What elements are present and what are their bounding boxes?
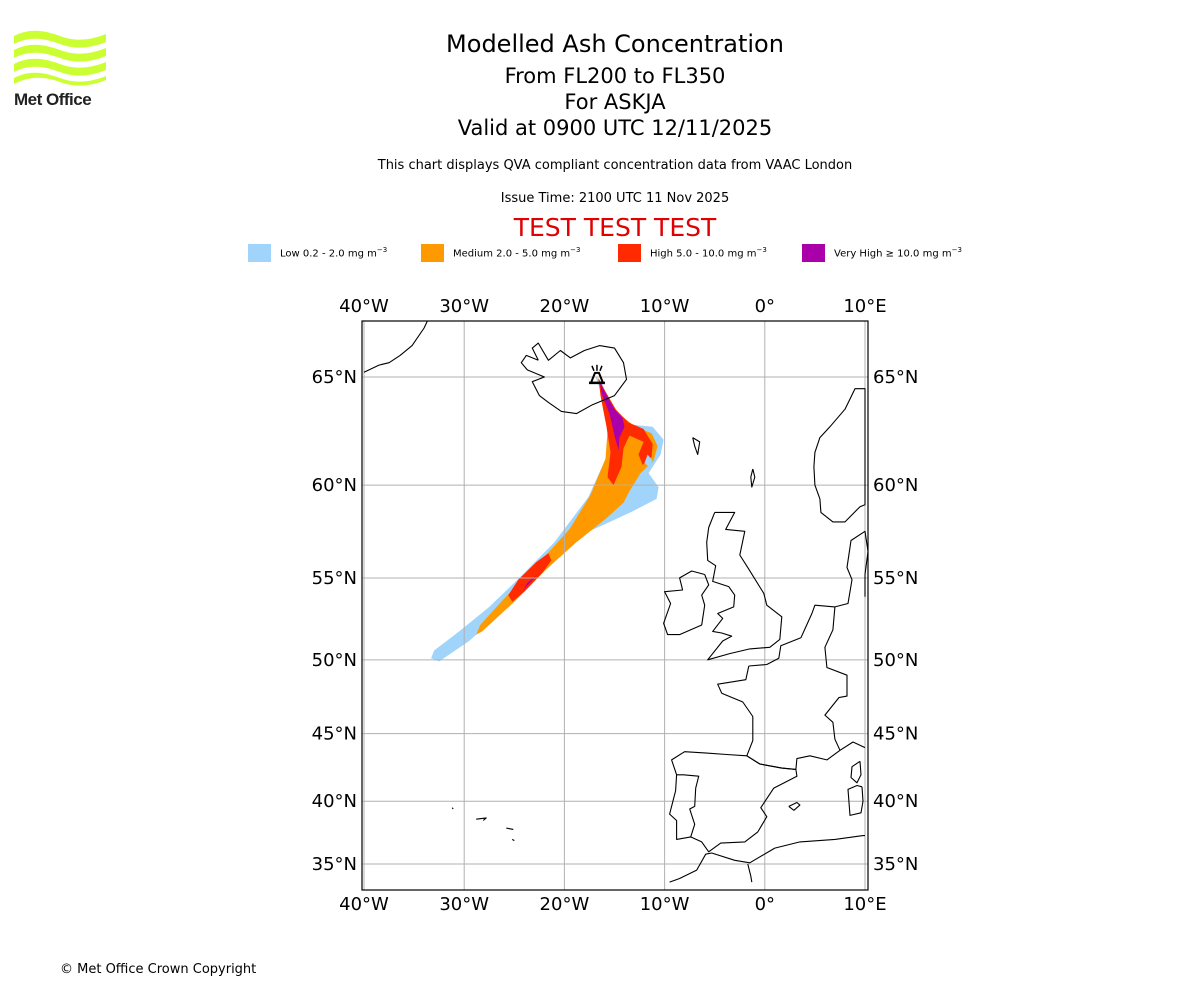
coastline-italy-alps [839,741,866,751]
chart-title: Modelled Ash Concentration [446,30,784,58]
left-lat-label: 65°N [312,367,357,388]
coastline-iceland [520,342,628,415]
legend-swatch-medium [421,244,444,262]
legend-swatch-very-high [802,244,825,262]
left-lat-label: 45°N [312,724,357,745]
coastline-greenland-tip [363,321,428,373]
legend-label-low: Low 0.2 - 2.0 mg m [280,248,377,260]
left-lat-label: 40°N [312,791,357,812]
left-lat-label: 50°N [312,650,357,671]
coastline-morocco-algeria-border [747,863,753,883]
right-lat-label: 35°N [873,854,918,875]
right-lat-label: 60°N [873,475,918,496]
right-lat-label: 65°N [873,367,918,388]
top-lon-label: 30°W [439,296,489,317]
coastline-iberia [669,751,798,853]
coastline-azores-b [476,817,487,821]
legend-label-high: High 5.0 - 10.0 mg m [650,248,757,260]
legend-item-very-high: Very High ≥ 10.0 mg m−3 [802,244,962,262]
met-office-logo-text: Met Office [14,90,92,109]
coastline-layer [363,321,868,883]
coastline-norway [813,388,866,523]
legend-item-high: High 5.0 - 10.0 mg m−3 [618,244,767,262]
met-office-logo-icon [14,30,106,86]
top-lon-label: 10°E [843,296,886,317]
right-lat-label: 45°N [873,724,918,745]
top-lon-label: 20°W [540,296,590,317]
ash-plume-layer [431,377,664,662]
volcano-eruption-mark [599,365,603,372]
bottom-lon-label: 40°W [339,894,389,915]
bottom-lon-label: 10°E [843,894,886,915]
copyright-notice: © Met Office Crown Copyright [60,962,257,977]
legend-item-medium: Medium 2.0 - 5.0 mg m−3 [421,244,580,262]
legend-label-very-high: Very High ≥ 10.0 mg m [834,248,952,260]
coastline-faroes [692,437,701,456]
coastline-azores-d [512,838,515,842]
left-lat-label: 60°N [312,475,357,496]
coastline-azores-c [506,827,514,830]
bottom-lon-label: 30°W [439,894,489,915]
coastline-sardinia [847,784,864,816]
coastline-north-africa [669,835,865,883]
coastline-france-benelux [717,604,848,770]
coastline-balearics [788,801,801,811]
coastline-ireland [663,570,710,636]
right-lat-label: 50°N [873,650,918,671]
coastline-shetland [750,468,756,488]
volcano-icon [588,364,605,385]
right-lat-label: 55°N [873,568,918,589]
flight-level-range: From FL200 to FL350 [504,64,726,88]
volcano-cone [589,371,605,384]
chart-description: This chart displays QVA compliant concen… [377,158,853,173]
volcano-name: For ASKJA [564,90,666,114]
bottom-lon-label: 20°W [540,894,590,915]
valid-time: Valid at 0900 UTC 12/11/2025 [457,116,773,140]
coastline-azores-a [451,807,454,810]
plume-low-pocket [644,454,653,467]
legend-swatch-low [248,244,271,262]
legend-item-low: Low 0.2 - 2.0 mg m−3 [248,244,387,262]
map-frame [361,320,869,891]
right-lat-label: 40°N [873,791,918,812]
left-lat-label: 35°N [312,854,357,875]
coastline-germany-denmark [834,530,868,608]
issue-time: Issue Time: 2100 UTC 11 Nov 2025 [500,191,730,206]
top-lon-label: 0° [755,296,775,317]
plume-low-area [431,377,664,662]
coastline-britain [706,511,783,661]
bottom-lon-label: 10°W [640,894,690,915]
top-lon-label: 10°W [640,296,690,317]
test-banner: TEST TEST TEST [513,213,717,242]
volcano-eruption-mark [591,365,595,372]
plume-very-high-area [599,379,625,451]
coastline-portugal-border [676,774,700,838]
legend-swatch-high [618,244,641,262]
bottom-lon-label: 0° [755,894,775,915]
top-lon-label: 40°W [339,296,389,317]
left-lat-label: 55°N [312,568,357,589]
legend-label-medium: Medium 2.0 - 5.0 mg m [453,248,571,260]
coastline-corsica [850,760,862,784]
graticule [362,321,868,890]
axis-tick-labels: 40°W 40°W 30°W 30°W 20°W 20°W 10°W 10°W 0° 0° 10°E… [312,296,919,915]
